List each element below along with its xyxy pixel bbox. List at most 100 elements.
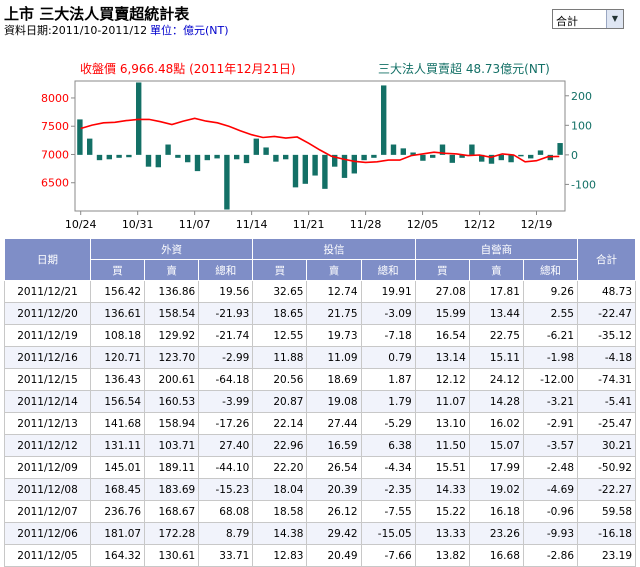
value-cell: -2.91 <box>522 412 579 435</box>
x-tick-label: 12/12 <box>464 218 496 231</box>
net-bar <box>204 154 210 161</box>
table-row: 2011/12/12 131.11 103.71 27.40 22.96 16.59 6.3… <box>4 434 636 457</box>
net-bar <box>194 154 201 172</box>
net-bar <box>439 144 446 155</box>
date-cell: 2011/12/12 <box>4 434 91 457</box>
date-cell: 2011/12/08 <box>4 478 91 501</box>
y-tick-label-right: 0 <box>571 149 578 162</box>
value-cell: 29.42 <box>306 522 362 545</box>
date-cell: 2011/12/19 <box>4 324 91 347</box>
value-cell: 48.73 <box>577 280 636 303</box>
value-cell: 19.08 <box>306 390 362 413</box>
value-cell: 26.54 <box>306 456 362 479</box>
value-cell: 158.54 <box>144 302 200 325</box>
value-cell: 11.09 <box>306 346 362 369</box>
value-cell: 156.42 <box>89 280 146 303</box>
date-cell: 2011/12/05 <box>4 544 91 567</box>
value-cell: 16.68 <box>468 544 524 567</box>
net-bar <box>165 144 171 155</box>
value-cell: -21.74 <box>198 324 254 347</box>
col-date: 日期 <box>4 238 91 281</box>
value-cell: 20.39 <box>306 478 362 501</box>
value-cell: 19.56 <box>198 280 254 303</box>
value-cell: -74.31 <box>577 368 636 391</box>
value-cell: 2.55 <box>522 302 579 325</box>
value-cell: 33.71 <box>198 544 254 567</box>
y-tick-label-left: 8000 <box>41 92 69 105</box>
value-cell: -3.57 <box>522 434 579 457</box>
net-bar <box>469 144 475 155</box>
value-cell: 12.55 <box>252 324 308 347</box>
value-cell: 21.75 <box>306 302 362 325</box>
table-row: 2011/12/19 108.18 129.92 -21.74 12.55 19.73 -7… <box>4 324 636 347</box>
value-cell: -1.98 <box>522 346 579 369</box>
net-bar <box>292 154 299 188</box>
value-cell: 23.19 <box>577 544 636 567</box>
net-bar <box>96 154 103 161</box>
table-row: 2011/12/21 156.42 136.86 19.56 32.65 12.74 19.… <box>4 280 636 303</box>
value-cell: 11.88 <box>252 346 308 369</box>
value-cell: 16.02 <box>468 412 524 435</box>
table-row: 2011/12/16 120.71 123.70 -2.99 11.88 11.09 0.7… <box>4 346 636 369</box>
net-bar <box>420 154 426 161</box>
table-row: 2011/12/15 136.43 200.61 -64.18 20.56 18.69 1.… <box>4 368 636 391</box>
date-cell: 2011/12/09 <box>4 456 91 479</box>
value-cell: 18.65 <box>252 302 308 325</box>
value-cell: -21.93 <box>198 302 254 325</box>
value-cell: -4.69 <box>522 478 579 501</box>
value-cell: -44.10 <box>198 456 254 479</box>
value-cell: 15.11 <box>468 346 524 369</box>
value-cell: -7.66 <box>360 544 416 567</box>
value-cell: 27.08 <box>414 280 470 303</box>
net-bar <box>341 154 348 178</box>
value-cell: 20.49 <box>306 544 362 567</box>
net-bar <box>116 154 122 158</box>
value-cell: 189.11 <box>144 456 200 479</box>
net-bar <box>283 154 289 160</box>
value-cell: 120.71 <box>89 346 146 369</box>
value-cell: 27.40 <box>198 434 254 457</box>
net-bar <box>537 150 544 155</box>
category-select[interactable]: 合計 ▼ <box>552 9 624 29</box>
value-cell: 14.28 <box>468 390 524 413</box>
y-tick-label-right: -100 <box>571 178 596 191</box>
value-cell: 15.22 <box>414 500 470 523</box>
col-foreign-sell: 賣 <box>144 259 200 281</box>
net-bar <box>430 154 436 158</box>
net-buy-sell-label: 三大法人買賣超 48.73億元(NT) <box>378 61 550 76</box>
net-bar <box>557 143 563 155</box>
value-cell: 123.70 <box>144 346 200 369</box>
value-cell: 18.69 <box>306 368 362 391</box>
value-cell: -22.27 <box>577 478 636 501</box>
value-cell: 141.68 <box>89 412 146 435</box>
value-cell: 145.01 <box>89 456 146 479</box>
value-cell: -7.18 <box>360 324 416 347</box>
value-cell: 13.14 <box>414 346 470 369</box>
value-cell: 12.83 <box>252 544 308 567</box>
value-cell: 19.02 <box>468 478 524 501</box>
value-cell: -15.23 <box>198 478 254 501</box>
net-bar <box>459 154 465 158</box>
net-bar <box>234 154 240 160</box>
net-bar <box>253 138 259 155</box>
value-cell: 168.45 <box>89 478 146 501</box>
chevron-down-icon[interactable]: ▼ <box>606 10 623 28</box>
net-bar <box>145 154 152 167</box>
net-bar <box>106 154 112 160</box>
value-cell: 136.61 <box>89 302 146 325</box>
value-cell: 15.07 <box>468 434 524 457</box>
value-cell: 172.28 <box>144 522 200 545</box>
value-cell: -35.12 <box>577 324 636 347</box>
value-cell: 22.20 <box>252 456 308 479</box>
value-cell: 18.58 <box>252 500 308 523</box>
x-tick-label: 11/28 <box>350 218 382 231</box>
value-cell: 158.94 <box>144 412 200 435</box>
value-cell: 1.79 <box>360 390 416 413</box>
value-cell: 13.10 <box>414 412 470 435</box>
value-cell: 9.26 <box>522 280 579 303</box>
value-cell: 23.26 <box>468 522 524 545</box>
net-bar <box>126 154 132 158</box>
value-cell: -0.96 <box>522 500 579 523</box>
y-tick-label-left: 7500 <box>41 120 69 133</box>
value-cell: -64.18 <box>198 368 254 391</box>
